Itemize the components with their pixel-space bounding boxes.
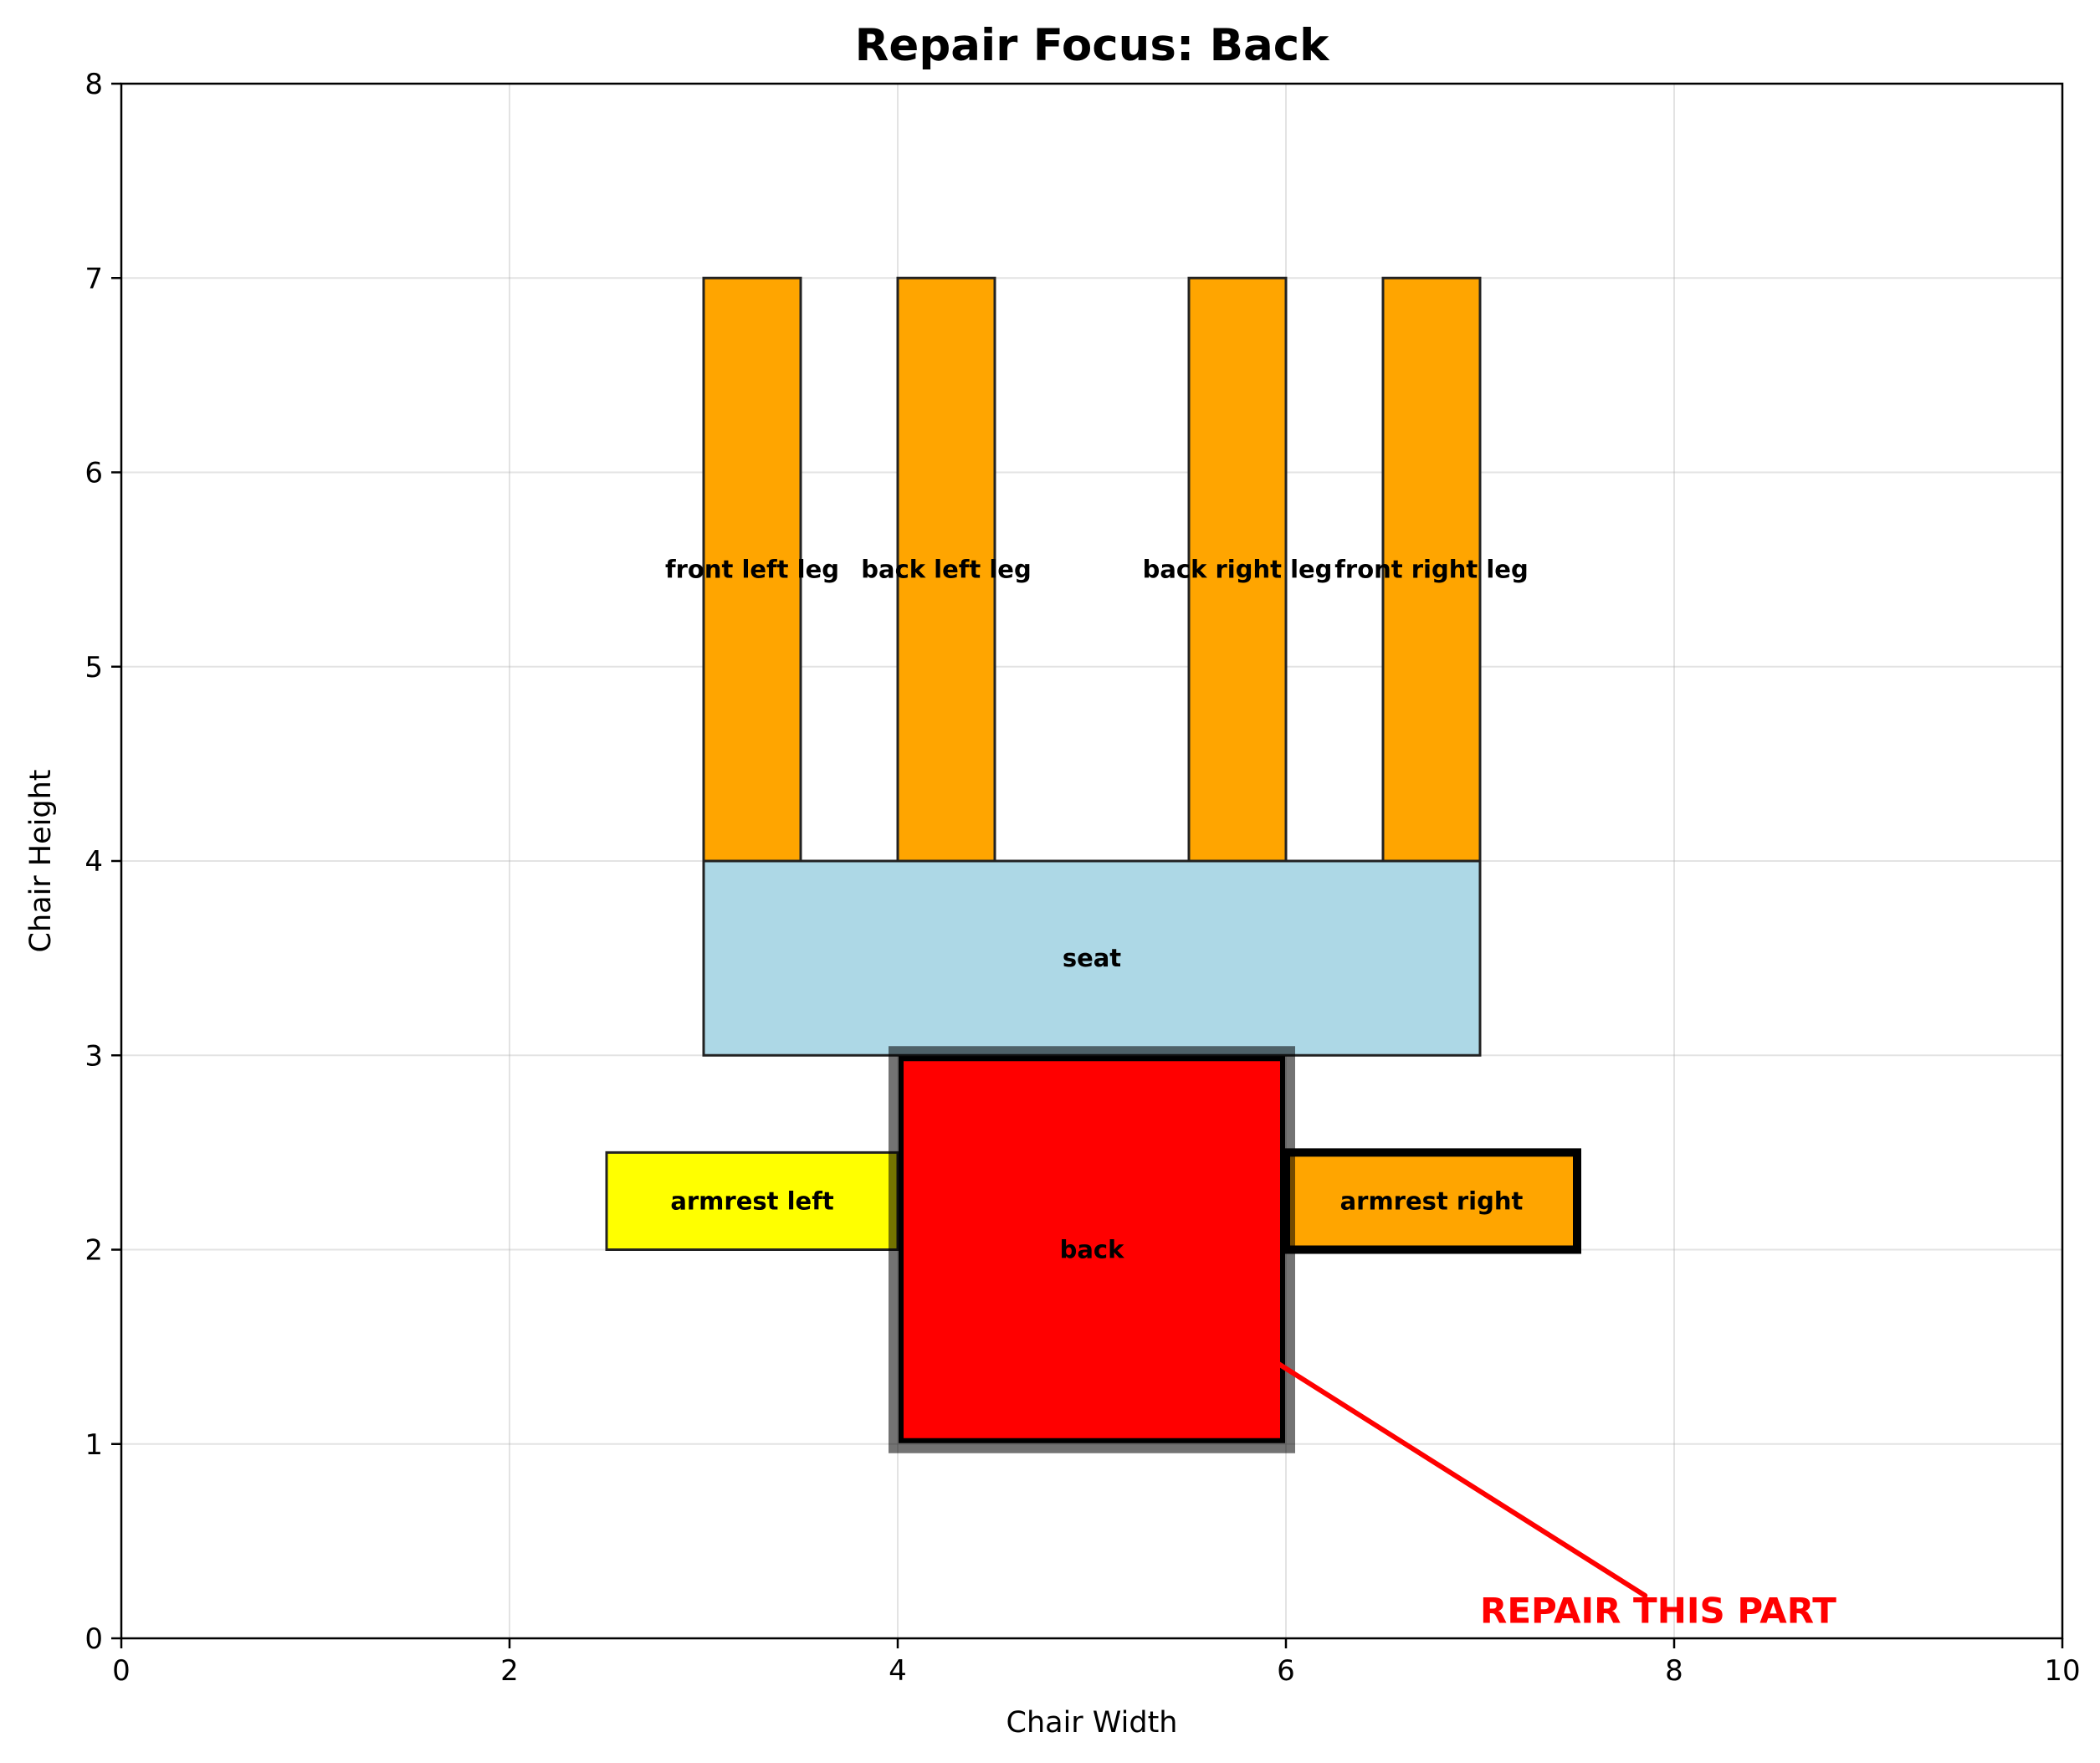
y-tick-label: 8 [85, 68, 103, 101]
y-tick-label: 1 [85, 1428, 103, 1462]
back-part [899, 1056, 1285, 1443]
seat-label: seat [1063, 944, 1121, 972]
chart-title: Repair Focus: Back [855, 20, 1331, 71]
armrest-right-part [1282, 1148, 1581, 1254]
front-left-leg-part [702, 276, 802, 863]
y-tick-label: 3 [85, 1039, 103, 1073]
x-axis-label: Chair Width [1006, 1706, 1178, 1740]
armrest-left-part [605, 1151, 899, 1251]
back-right-leg-part [1187, 276, 1288, 863]
back-label: back [1060, 1236, 1125, 1264]
back-left-leg-label: back left leg [861, 556, 1031, 584]
chair-parts: front left leg back left leg back right le… [605, 276, 1581, 1453]
x-tick-label: 2 [500, 1654, 519, 1688]
y-tick-label: 5 [85, 651, 103, 684]
front-left-leg-label: front left leg [665, 556, 839, 584]
armrest-left-label: armrest left [670, 1186, 834, 1215]
y-axis-label: Chair Height [24, 769, 58, 952]
x-tick-label: 10 [2044, 1654, 2080, 1688]
repair-callout: REPAIR THIS PART [1273, 1360, 1836, 1631]
y-tick-label: 7 [85, 262, 103, 295]
x-tick-label: 8 [1665, 1654, 1683, 1688]
front-right-leg-label: front right leg [1334, 556, 1528, 584]
axis-ticks: 0 2 4 6 8 10 0 1 2 3 4 5 6 7 8 [85, 68, 2080, 1688]
y-tick-label: 4 [85, 845, 103, 879]
x-tick-label: 6 [1277, 1654, 1295, 1688]
y-tick-label: 2 [85, 1234, 103, 1268]
back-left-leg-part [896, 276, 996, 863]
front-right-leg-part [1381, 276, 1482, 863]
y-tick-label: 6 [85, 457, 103, 490]
x-tick-label: 0 [112, 1654, 131, 1688]
callout-arrow [1273, 1360, 1648, 1598]
back-focus-glow [889, 1046, 1295, 1453]
x-tick-label: 4 [889, 1654, 907, 1688]
back-right-leg-label: back right leg [1143, 556, 1333, 584]
y-tick-label: 0 [85, 1622, 103, 1656]
armrest-right-label: armrest right [1340, 1186, 1524, 1215]
callout-text: REPAIR THIS PART [1480, 1590, 1836, 1631]
seat-part [702, 859, 1482, 1057]
